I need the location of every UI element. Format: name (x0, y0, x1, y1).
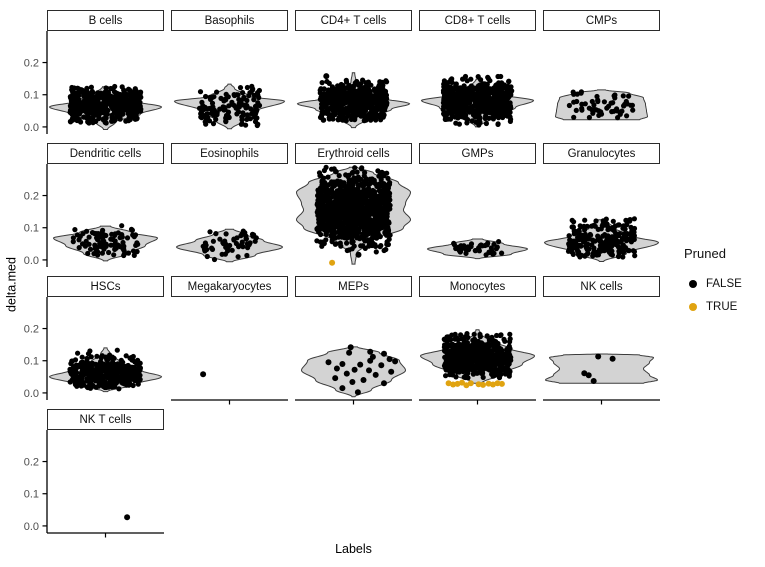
facet-strip-label: HSCs (90, 280, 121, 293)
y-tick-label: 0.2 (24, 324, 39, 336)
legend-true-label: TRUE (706, 300, 738, 313)
jitter-points (314, 164, 393, 258)
facet-strip-monocytes: Monocytes (419, 276, 536, 297)
facet-strip-cd4-t-cells: CD4+ T cells (295, 10, 412, 31)
legend-title: Pruned (684, 246, 726, 261)
facet-strip-cd8-t-cells: CD8+ T cells (419, 10, 536, 31)
y-tick-label: 0.1 (24, 90, 39, 102)
legend-false-label: FALSE (706, 277, 742, 290)
jitter-points (70, 223, 141, 259)
jitter-points (325, 344, 399, 396)
facet-strip-basophils: Basophils (171, 10, 288, 31)
facet-strip-nk-cells: NK cells (543, 276, 660, 297)
facet-panel-cd4-t-cells (296, 72, 411, 129)
facet-panel-nk-t-cells: 0.0 0.1 0.2 (24, 430, 164, 538)
facet-panel-erythroid-cells (295, 164, 412, 266)
y-tick-label: 0.2 (24, 58, 39, 70)
facet-strip-hscs: HSCs (47, 276, 164, 297)
facet-strip-b-cells: B cells (47, 10, 164, 31)
jitter-points (566, 89, 636, 121)
facet-strip-eosinophils: Eosinophils (171, 143, 288, 164)
facet-panel-basophils (173, 83, 286, 130)
facet-panel-hscs: 0.0 0.1 0.2 (24, 297, 163, 400)
jitter-points (196, 83, 263, 129)
jitter-points (67, 347, 143, 392)
jitter-points (67, 83, 144, 126)
facet-panel-cd8-t-cells (420, 73, 535, 128)
jitter-points (565, 216, 638, 260)
facet-strip-label: Dendritic cells (69, 147, 142, 160)
facet-strip-label: MEPs (338, 280, 369, 293)
legend: Pruned FALSE TRUE (684, 246, 742, 318)
facet-panel-cmps (555, 89, 648, 121)
legend-entry-true: TRUE (684, 295, 742, 318)
facet-strip-nk-t-cells: NK T cells (47, 409, 164, 430)
facet-strip-label: NK T cells (79, 413, 132, 426)
legend-entry-false: FALSE (684, 272, 742, 295)
facet-strip-label: Granulocytes (567, 147, 636, 160)
jitter-points (441, 331, 514, 381)
facet-strip-dendritic-cells: Dendritic cells (47, 143, 164, 164)
facet-panel-monocytes (419, 329, 536, 405)
facet-strip-label: NK cells (580, 280, 623, 293)
facet-strip-granulocytes: Granulocytes (543, 143, 660, 164)
facet-strip-label: CD4+ T cells (320, 14, 387, 27)
pruned-true-points (445, 379, 505, 389)
y-tick-label: 0.2 (24, 457, 39, 469)
facet-strip-erythroid-cells: Erythroid cells (295, 143, 412, 164)
facet-panel-granulocytes (543, 216, 660, 262)
facet-strip-label: GMPs (461, 147, 494, 160)
jitter-points (440, 73, 515, 128)
violin-shape (544, 353, 659, 384)
jitter-points (200, 228, 259, 263)
facet-panel-dendritic-cells: 0.0 0.1 0.2 (24, 164, 159, 267)
facet-strip-label: Eosinophils (200, 147, 259, 160)
y-axis-title: delta.med (4, 257, 19, 312)
facet-panel-nk-cells (543, 353, 660, 405)
facet-panel-b-cells: 0.0 0.1 0.2 (24, 31, 163, 134)
y-tick-label: 0.0 (24, 388, 39, 400)
y-tick-label: 0.1 (24, 489, 39, 501)
facet-panel-meps (295, 344, 412, 405)
y-tick-label: 0.2 (24, 191, 39, 203)
facet-panel-eosinophils (175, 228, 284, 263)
y-tick-label: 0.0 (24, 122, 39, 134)
facet-panel-megakaryocytes (171, 371, 288, 405)
facet-strip-label: Basophils (204, 14, 255, 27)
y-tick-label: 0.0 (24, 255, 39, 267)
facet-strip-label: Monocytes (449, 280, 506, 293)
facet-strip-label: CD8+ T cells (444, 14, 511, 27)
facet-panel-gmps (426, 238, 529, 260)
jitter-points (451, 239, 505, 258)
facet-strip-label: B cells (88, 14, 123, 27)
x-axis-title: Labels (335, 542, 372, 556)
legend-false-dot-icon (689, 279, 697, 288)
jitter-points (124, 514, 131, 521)
jitter-points (200, 371, 207, 378)
facet-strip-meps: MEPs (295, 276, 412, 297)
legend-true-dot-icon (689, 302, 697, 311)
y-tick-label: 0.0 (24, 521, 39, 533)
facet-strip-label: Erythroid cells (317, 147, 390, 160)
pruned-true-points (329, 259, 336, 266)
y-tick-label: 0.1 (24, 356, 39, 368)
facet-strip-label: Megakaryocytes (187, 280, 272, 293)
facet-strip-gmps: GMPs (419, 143, 536, 164)
y-tick-label: 0.1 (24, 223, 39, 235)
facet-strip-label: CMPs (585, 14, 618, 27)
jitter-points (581, 353, 616, 384)
jitter-points (317, 73, 390, 124)
facet-strip-megakaryocytes: Megakaryocytes (171, 276, 288, 297)
facet-strip-cmps: CMPs (543, 10, 660, 31)
